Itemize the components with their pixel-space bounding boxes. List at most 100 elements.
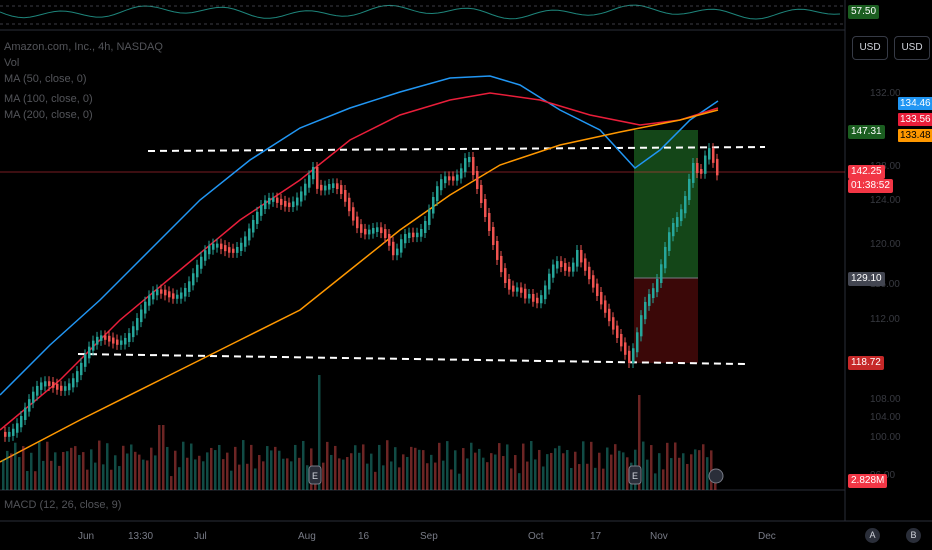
volume-bar — [186, 457, 189, 490]
volume-bar — [574, 451, 577, 490]
volume-bar — [354, 445, 357, 490]
candle-body — [52, 381, 55, 388]
candle-body — [508, 279, 511, 290]
candle-body — [56, 383, 59, 390]
volume-bar — [678, 457, 681, 490]
volume-bar — [22, 446, 25, 490]
candle-body — [636, 332, 639, 353]
volume-bar — [242, 440, 245, 490]
candle-body — [620, 334, 623, 347]
candle-body — [616, 325, 619, 338]
candle-body — [124, 337, 127, 345]
volume-bar — [538, 449, 541, 490]
volume-bar — [682, 453, 685, 490]
volume-bar — [450, 469, 453, 490]
candle-body — [24, 407, 27, 420]
volume-bar — [262, 461, 265, 490]
candle-body — [484, 199, 487, 217]
volume-bar — [482, 457, 485, 490]
volume-bar — [518, 473, 521, 490]
volume-bar — [346, 457, 349, 490]
candle-body — [456, 174, 459, 181]
volume-bar — [198, 455, 201, 490]
auto-scale-button[interactable]: A — [865, 528, 880, 543]
volume-bar — [302, 440, 305, 490]
candle-body — [44, 381, 47, 387]
candle-body — [356, 216, 359, 229]
volume-bar — [282, 458, 285, 490]
volume-bar — [462, 448, 465, 490]
candle-body — [704, 155, 707, 174]
currency-button-right[interactable]: USD — [894, 36, 930, 60]
volume-bar — [406, 456, 409, 490]
candle-body — [560, 261, 563, 268]
volume-bar — [662, 469, 665, 490]
currency-button-left[interactable]: USD — [852, 36, 888, 60]
candle-body — [492, 227, 495, 245]
candle-body — [396, 248, 399, 256]
volume-bar — [498, 443, 501, 490]
candle-body — [320, 184, 323, 191]
volume-bar — [502, 456, 505, 490]
candle-body — [108, 335, 111, 342]
candle-body — [224, 245, 227, 252]
candle-body — [524, 288, 527, 299]
candle-body — [664, 246, 667, 269]
volume-bar — [146, 460, 149, 490]
candle-body — [520, 287, 523, 293]
volume-bar — [234, 446, 237, 490]
candle-body — [668, 232, 671, 251]
volume-bar — [58, 465, 61, 490]
symbol-legend[interactable]: Amazon.com, Inc., 4h, NASDAQ — [4, 41, 163, 53]
volume-bar — [286, 458, 289, 490]
candle-body — [72, 378, 75, 388]
scale-b-button[interactable]: B — [906, 528, 921, 543]
volume-legend[interactable]: Vol — [4, 57, 20, 69]
volume-bar — [82, 452, 85, 490]
volume-bar — [626, 457, 629, 490]
volume-bar — [358, 452, 361, 490]
candle-body — [452, 176, 455, 181]
ma50-legend[interactable]: MA (50, close, 0) — [4, 73, 87, 85]
ma100-legend[interactable]: MA (100, close, 0) — [4, 93, 93, 105]
volume-bar — [134, 451, 137, 490]
candle-body — [192, 273, 195, 286]
macd-legend[interactable]: MACD (12, 26, close, 9) — [4, 499, 122, 511]
x-axis-label: 17 — [590, 531, 602, 542]
candle-body — [600, 292, 603, 305]
volume-bar — [290, 461, 293, 490]
volume-bar — [474, 452, 477, 490]
volume-bar — [2, 459, 5, 490]
volume-bar — [706, 457, 709, 490]
y-tick: 128.00 — [870, 161, 901, 172]
volume-bar — [390, 461, 393, 490]
volume-bar — [554, 448, 557, 490]
candle-body — [332, 183, 335, 189]
volume-bar — [46, 441, 49, 490]
candle-body — [476, 171, 479, 189]
volume-bar — [54, 452, 57, 490]
candle-body — [84, 354, 87, 367]
ma-blue-line — [0, 75, 719, 396]
volume-bar — [102, 464, 105, 490]
candle-body — [472, 157, 475, 175]
volume-bar — [226, 452, 229, 490]
volume-bar — [394, 447, 397, 490]
volume-bar — [202, 461, 205, 490]
volume-bar — [42, 460, 45, 490]
volume-bar — [238, 464, 241, 490]
candle-body — [460, 168, 463, 179]
candle-body — [372, 227, 375, 234]
ma200-legend[interactable]: MA (200, close, 0) — [4, 109, 93, 121]
x-axis-label: Sep — [420, 531, 438, 542]
candle-body — [208, 245, 211, 255]
candle-body — [240, 242, 243, 251]
candle-body — [116, 339, 119, 345]
candle-body — [648, 294, 651, 306]
candle-body — [400, 239, 403, 253]
candle-body — [140, 309, 143, 323]
volume-bar — [510, 468, 513, 490]
volume-bar — [382, 465, 385, 490]
